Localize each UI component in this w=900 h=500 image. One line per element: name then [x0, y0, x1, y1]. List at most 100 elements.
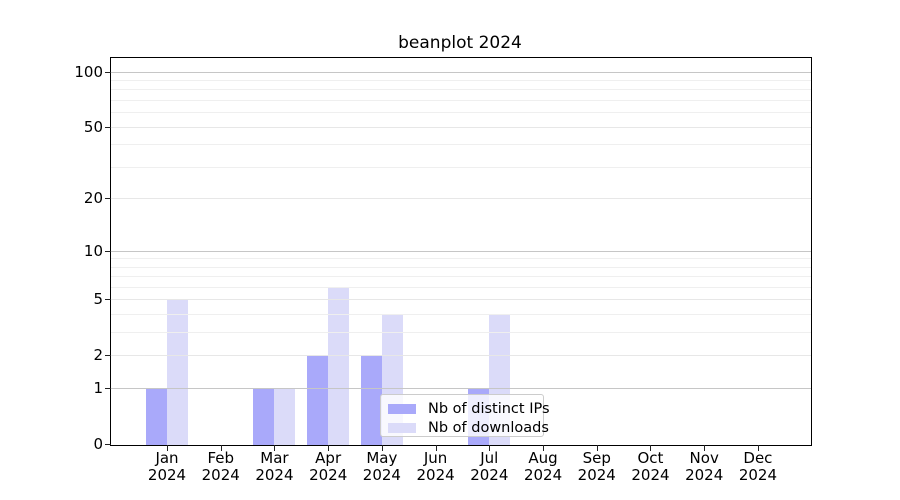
y-tick-label: 5	[93, 290, 103, 309]
legend-item-distinct-ips: Nb of distinct IPs	[388, 400, 550, 417]
x-tick-month: Nov	[689, 449, 719, 467]
minor-gridline	[111, 276, 811, 278]
x-tick-year: 2024	[577, 466, 616, 484]
x-tick-label: Dec 2024	[728, 450, 788, 484]
x-tick-month: Mar	[260, 449, 289, 467]
y-tick-mark	[105, 71, 111, 73]
x-tick-month: Sep	[582, 449, 611, 467]
x-tick-label: Jun 2024	[406, 450, 466, 484]
y-gridline	[111, 355, 811, 357]
bar-distinct-ips	[360, 356, 382, 445]
x-tick-mark	[167, 445, 168, 451]
x-tick-month: Aug	[528, 449, 558, 467]
x-tick-label: Oct 2024	[620, 450, 680, 484]
bar-distinct-ips	[253, 389, 275, 445]
y-tick-label: 0	[93, 435, 103, 453]
minor-gridline	[111, 112, 811, 114]
x-tick-month: May	[366, 449, 398, 467]
y-tick-label: 10	[83, 241, 103, 260]
x-tick-mark	[489, 445, 491, 451]
x-tick-year: 2024	[255, 466, 294, 484]
x-tick-year: 2024	[309, 466, 348, 484]
x-tick-label: Mar 2024	[244, 450, 304, 484]
x-tick-label: Sep 2024	[567, 450, 627, 484]
x-tick-month: Dec	[743, 449, 773, 467]
y-tick-label: 2	[93, 346, 103, 365]
x-tick-mark	[650, 445, 652, 451]
x-tick-month: Jun	[423, 449, 448, 467]
x-tick-mark	[757, 445, 759, 451]
y-tick-mark	[105, 299, 111, 301]
x-tick-year: 2024	[416, 466, 455, 484]
y-gridline	[111, 126, 811, 128]
legend-swatch-downloads-icon	[388, 422, 416, 433]
minor-gridline	[111, 144, 811, 146]
x-tick-mark	[543, 445, 545, 451]
y-gridline	[111, 250, 811, 252]
x-tick-month: Feb	[207, 449, 234, 467]
x-tick-month: Jul	[480, 449, 499, 467]
bar-downloads	[167, 300, 188, 445]
y-tick-mark	[105, 388, 111, 390]
minor-gridline	[111, 286, 811, 288]
x-tick-mark	[274, 445, 276, 451]
y-tick-label: 20	[83, 189, 103, 208]
x-tick-year: 2024	[201, 466, 240, 484]
x-tick-year: 2024	[685, 466, 724, 484]
x-tick-year: 2024	[523, 466, 563, 484]
legend-label-downloads: Nb of downloads	[428, 419, 549, 436]
legend: Nb of distinct IPs Nb of downloads	[380, 394, 550, 437]
minor-gridline	[111, 89, 811, 91]
y-tick-mark	[105, 198, 111, 200]
x-tick-mark	[328, 445, 330, 451]
legend-item-downloads: Nb of downloads	[388, 419, 549, 436]
y-tick-mark	[105, 126, 111, 128]
x-tick-year: 2024	[631, 466, 670, 484]
y-gridline	[111, 71, 811, 73]
x-tick-month: Apr	[315, 449, 342, 467]
minor-gridline	[111, 258, 811, 260]
x-tick-label: Apr 2024	[298, 450, 358, 484]
y-gridline	[111, 299, 811, 301]
bar-downloads	[328, 287, 350, 445]
x-tick-year: 2024	[738, 466, 777, 484]
x-tick-mark	[220, 445, 222, 451]
chart-title: beanplot 2024	[398, 33, 522, 53]
minor-gridline	[111, 314, 811, 316]
y-tick-label: 100	[74, 62, 103, 81]
x-tick-mark	[381, 445, 383, 451]
minor-gridline	[111, 332, 811, 334]
minor-gridline	[111, 80, 811, 81]
y-gridline	[111, 388, 811, 390]
x-tick-year: 2024	[147, 466, 187, 484]
x-tick-mark	[704, 445, 706, 451]
legend-swatch-distinct-ips-icon	[388, 403, 416, 414]
x-tick-label: Jul 2024	[459, 450, 519, 484]
x-tick-label: Aug 2024	[513, 450, 573, 484]
x-tick-month: Jan	[155, 449, 179, 467]
y-gridline	[111, 198, 811, 200]
y-tick-mark	[105, 355, 111, 357]
x-tick-label: Jan 2024	[137, 450, 197, 484]
x-tick-year: 2024	[362, 466, 401, 484]
x-tick-mark	[435, 445, 437, 451]
minor-gridline	[111, 166, 811, 168]
y-tick-mark	[105, 444, 111, 445]
minor-gridline	[111, 266, 811, 268]
y-tick-label: 50	[83, 117, 103, 136]
y-tick-mark	[105, 250, 111, 252]
plot-area: Nb of distinct IPs Nb of downloads 0 1 2 5 1…	[74, 57, 812, 484]
bar-distinct-ips	[146, 389, 167, 445]
x-tick-month: Oct	[637, 449, 664, 467]
x-tick-label: Feb 2024	[191, 450, 251, 484]
legend-label-distinct-ips: Nb of distinct IPs	[428, 400, 550, 417]
bar-distinct-ips	[307, 356, 329, 445]
x-tick-label: Nov 2024	[674, 450, 734, 484]
x-tick-label: May 2024	[352, 450, 412, 484]
bar-downloads	[274, 389, 296, 445]
y-tick-label: 1	[93, 379, 103, 398]
minor-gridline	[111, 100, 811, 102]
x-tick-mark	[596, 445, 598, 451]
x-tick-year: 2024	[470, 466, 509, 484]
